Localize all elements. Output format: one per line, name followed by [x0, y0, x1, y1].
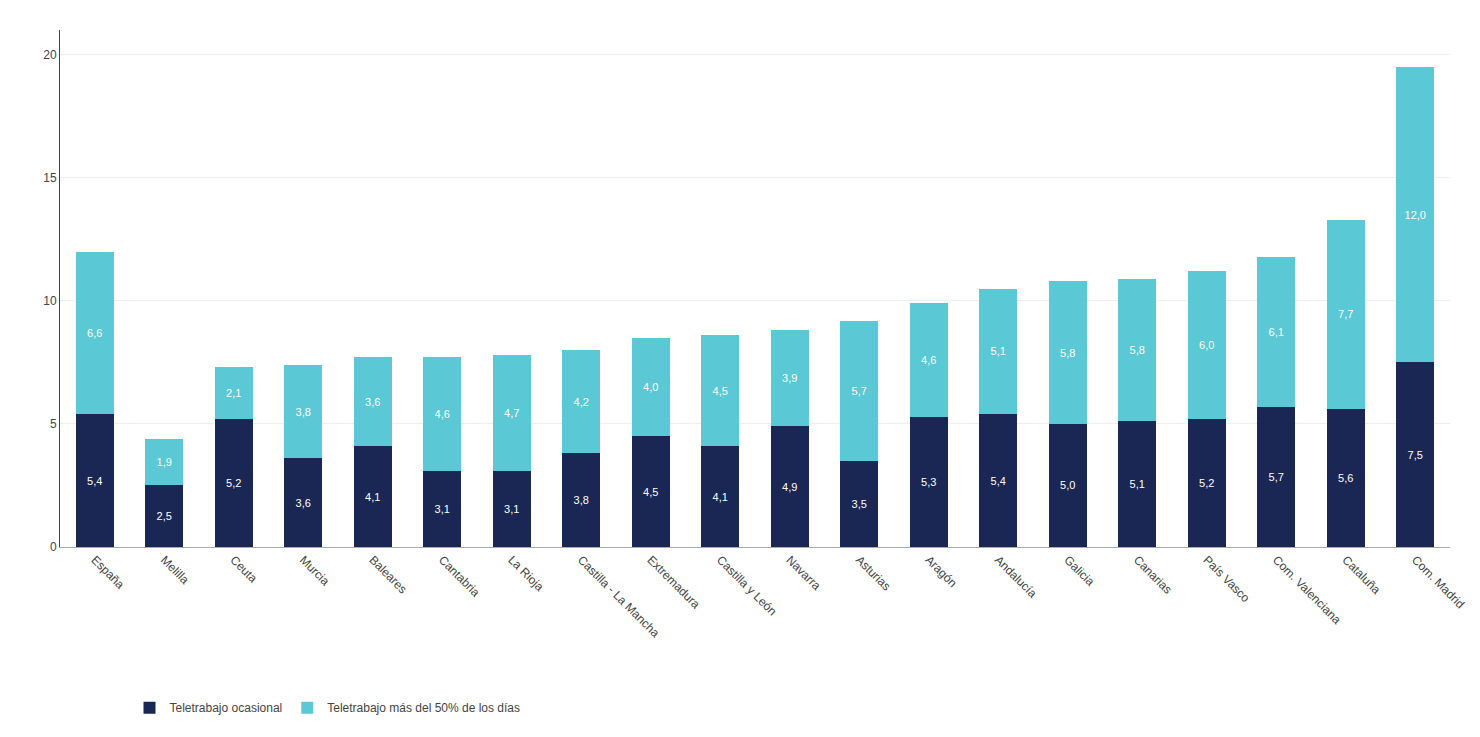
svg-text:4,6: 4,6 [435, 408, 450, 420]
svg-text:5,1: 5,1 [1130, 478, 1145, 490]
svg-text:15: 15 [43, 171, 57, 185]
svg-text:País Vasco: País Vasco [1200, 553, 1252, 605]
svg-text:Castilla y León: Castilla y León [714, 553, 780, 619]
svg-text:4,6: 4,6 [921, 354, 936, 366]
svg-text:Baleares: Baleares [366, 553, 409, 596]
svg-text:5,1: 5,1 [991, 345, 1006, 357]
svg-text:4,2: 4,2 [574, 396, 589, 408]
svg-text:6,0: 6,0 [1199, 339, 1214, 351]
svg-text:5,8: 5,8 [1060, 347, 1075, 359]
svg-text:4,0: 4,0 [643, 381, 658, 393]
svg-text:Asturias: Asturias [853, 553, 894, 594]
svg-text:5,2: 5,2 [226, 477, 241, 489]
svg-text:Com. Valenciana: Com. Valenciana [1270, 553, 1344, 627]
svg-text:3,8: 3,8 [574, 494, 589, 506]
svg-text:3,6: 3,6 [365, 396, 380, 408]
svg-text:4,7: 4,7 [504, 407, 519, 419]
svg-text:5,8: 5,8 [1130, 344, 1145, 356]
svg-text:3,6: 3,6 [296, 497, 311, 509]
svg-text:4,9: 4,9 [782, 481, 797, 493]
svg-text:5,0: 5,0 [1060, 479, 1075, 491]
svg-text:3,1: 3,1 [504, 503, 519, 515]
svg-text:Navarra: Navarra [783, 553, 823, 593]
svg-text:Castilla - La Mancha: Castilla - La Mancha [575, 553, 662, 640]
svg-text:España: España [88, 553, 127, 592]
svg-text:12,0: 12,0 [1405, 209, 1426, 221]
svg-text:4,1: 4,1 [713, 491, 728, 503]
svg-text:6,6: 6,6 [87, 327, 102, 339]
svg-text:Cantabria: Cantabria [436, 553, 483, 600]
svg-text:5,7: 5,7 [852, 385, 867, 397]
svg-text:Andalucía: Andalucía [992, 553, 1040, 601]
svg-text:0: 0 [50, 540, 57, 554]
svg-text:3,1: 3,1 [435, 503, 450, 515]
svg-text:3,9: 3,9 [782, 372, 797, 384]
svg-text:10: 10 [43, 294, 57, 308]
svg-text:5,4: 5,4 [991, 475, 1006, 487]
svg-text:Murcia: Murcia [297, 553, 333, 589]
svg-text:3,8: 3,8 [296, 406, 311, 418]
svg-text:5,6: 5,6 [1338, 472, 1353, 484]
svg-text:2,1: 2,1 [226, 387, 241, 399]
svg-text:Galicia: Galicia [1061, 553, 1097, 589]
svg-text:5,2: 5,2 [1199, 477, 1214, 489]
svg-text:1,9: 1,9 [157, 456, 172, 468]
svg-text:Teletrabajo más del 50% de los: Teletrabajo más del 50% de los días [327, 701, 520, 715]
svg-text:4,5: 4,5 [713, 385, 728, 397]
svg-text:4,1: 4,1 [365, 491, 380, 503]
svg-text:Aragón: Aragón [922, 553, 959, 590]
svg-text:5: 5 [50, 417, 57, 431]
svg-text:6,1: 6,1 [1269, 326, 1284, 338]
svg-text:Ceuta: Ceuta [227, 553, 260, 586]
svg-text:3,5: 3,5 [852, 498, 867, 510]
svg-text:Com. Madrid: Com. Madrid [1409, 553, 1467, 611]
svg-text:5,4: 5,4 [87, 475, 102, 487]
svg-text:2,5: 2,5 [157, 510, 172, 522]
svg-text:La Rioja: La Rioja [505, 553, 546, 594]
svg-text:7,5: 7,5 [1408, 449, 1423, 461]
svg-text:Extremadura: Extremadura [644, 553, 703, 612]
svg-text:20: 20 [43, 48, 57, 62]
svg-text:5,3: 5,3 [921, 476, 936, 488]
svg-text:5,7: 5,7 [1269, 471, 1284, 483]
svg-text:Melilla: Melilla [158, 553, 192, 587]
svg-text:Cataluña: Cataluña [1339, 553, 1383, 597]
svg-text:7,7: 7,7 [1338, 308, 1353, 320]
svg-text:Canarias: Canarias [1131, 553, 1175, 597]
svg-text:Teletrabajo ocasional: Teletrabajo ocasional [170, 701, 283, 715]
svg-text:4,5: 4,5 [643, 486, 658, 498]
